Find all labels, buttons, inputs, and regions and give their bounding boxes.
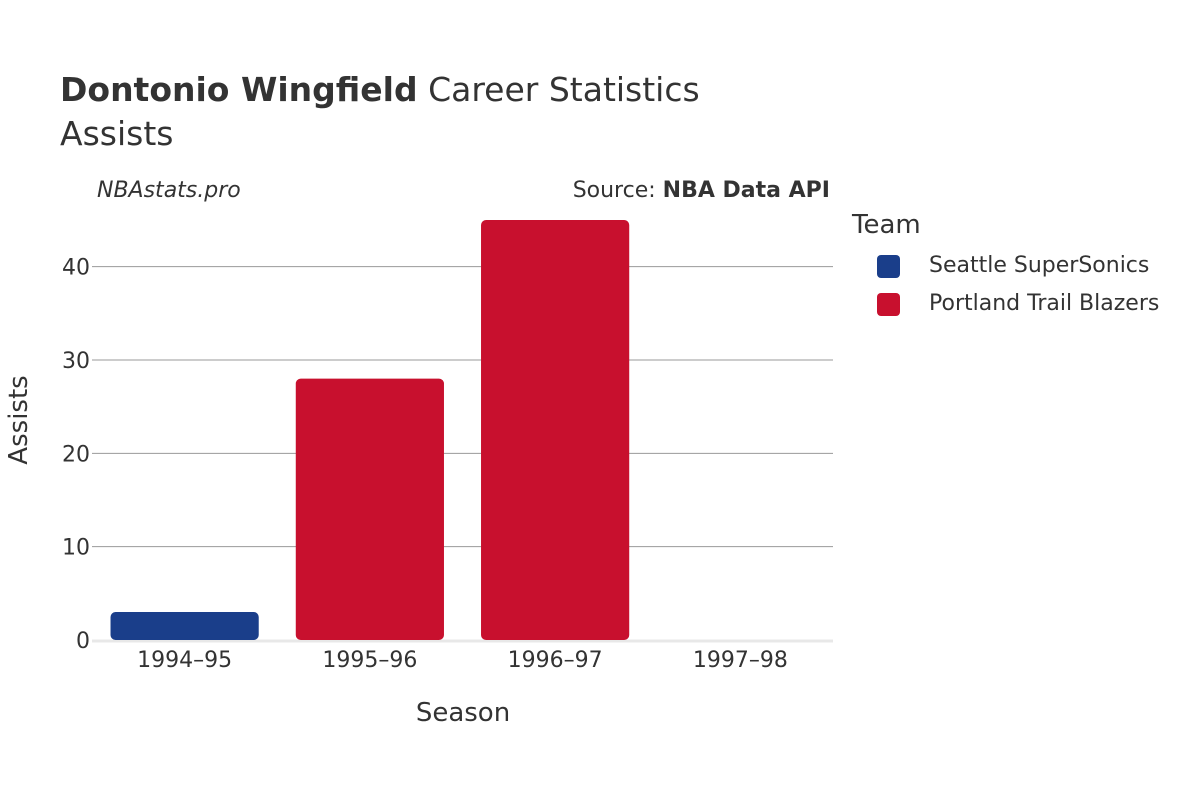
legend-title: Team — [852, 210, 921, 240]
bar — [110, 612, 259, 640]
legend-swatch — [877, 255, 900, 278]
legend-label: Portland Trail Blazers — [929, 291, 1160, 316]
y-tick-label: 20 — [62, 442, 90, 467]
y-tick-label: 0 — [76, 629, 90, 654]
y-tick-label: 10 — [62, 536, 90, 561]
legend-label: Seattle SuperSonics — [929, 253, 1150, 278]
y-tick-label: 40 — [62, 256, 90, 281]
x-tick-label: 1994–95 — [137, 648, 232, 673]
legend-swatch — [877, 293, 900, 316]
bar — [295, 378, 444, 640]
bars — [110, 220, 630, 640]
source-credit: Source: NBA Data API — [573, 178, 830, 203]
chart-title: Dontonio Wingfield Career Statistics Ass… — [60, 68, 700, 156]
bar — [481, 220, 630, 640]
source-name: NBA Data API — [662, 178, 830, 203]
x-tick-labels: 1994–95 1995–96 1996–97 1997–98 — [137, 648, 788, 673]
x-tick-label: 1996–97 — [508, 648, 603, 673]
watermark: NBAstats.pro — [97, 178, 241, 203]
grid-lines — [92, 266, 833, 643]
y-tick-label: 30 — [62, 349, 90, 374]
y-tick-labels: 0 10 20 30 40 — [62, 256, 90, 654]
chart-subtitle: Assists — [60, 114, 174, 153]
chart-title-bold: Dontonio Wingfield — [60, 70, 418, 109]
source-prefix: Source: — [572, 178, 663, 203]
y-axis-label: Assists — [4, 375, 34, 464]
x-tick-label: 1997–98 — [693, 648, 788, 673]
x-tick-label: 1995–96 — [322, 648, 417, 673]
x-axis-label: Season — [416, 698, 510, 728]
chart-title-rest: Career Statistics — [417, 70, 700, 109]
